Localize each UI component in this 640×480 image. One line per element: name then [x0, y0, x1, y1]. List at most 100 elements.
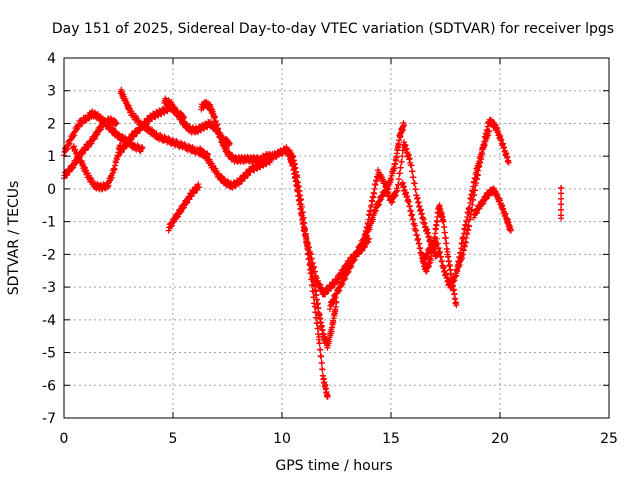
- data-point: [399, 153, 406, 160]
- series-track-g: [198, 98, 277, 165]
- y-tick-label: 4: [47, 51, 56, 67]
- data-point: [316, 340, 323, 347]
- series-track-c: [69, 142, 124, 193]
- data-point: [318, 360, 325, 367]
- data-point: [366, 235, 373, 242]
- data-point: [444, 248, 451, 255]
- data-point: [308, 255, 315, 262]
- y-tick-label: -1: [42, 215, 56, 231]
- y-tick-label: 2: [47, 116, 56, 132]
- data-point: [313, 296, 320, 303]
- x-axis-label: GPS time / hours: [275, 458, 392, 474]
- data-point: [294, 188, 301, 195]
- data-point: [398, 158, 405, 165]
- data-point: [410, 174, 417, 181]
- data-point: [448, 271, 455, 278]
- data-point: [409, 211, 416, 218]
- data-point: [395, 176, 402, 183]
- data-point: [296, 196, 303, 203]
- data-marks: [61, 86, 565, 400]
- y-tick-label: 3: [47, 84, 56, 100]
- data-point: [440, 218, 447, 225]
- data-point: [452, 295, 459, 302]
- data-point: [76, 154, 83, 161]
- y-tick-label: -3: [42, 280, 56, 296]
- data-point: [79, 120, 86, 127]
- data-point: [433, 235, 440, 242]
- data-point: [405, 198, 412, 205]
- series-track-s: [558, 184, 565, 222]
- data-point: [71, 132, 78, 139]
- data-point: [303, 235, 310, 242]
- series-track-j: [270, 144, 331, 400]
- data-point: [558, 184, 565, 191]
- data-point: [72, 146, 79, 153]
- data-point: [305, 244, 312, 251]
- series-track-i: [165, 181, 203, 234]
- data-point: [558, 215, 565, 222]
- y-tick-label: -4: [42, 313, 56, 329]
- data-point: [441, 229, 448, 236]
- data-point: [396, 170, 403, 177]
- data-point: [315, 304, 322, 311]
- x-tick-label: 25: [600, 431, 618, 447]
- series-track-k: [285, 149, 340, 351]
- y-tick-label: -2: [42, 247, 56, 263]
- data-point: [558, 206, 565, 213]
- data-point: [312, 309, 319, 316]
- data-point: [324, 393, 331, 400]
- series-track-m: [326, 119, 408, 313]
- y-tick-label: -5: [42, 346, 56, 362]
- data-point: [314, 300, 321, 307]
- data-point: [472, 187, 479, 194]
- data-point: [302, 231, 309, 238]
- data-point: [445, 258, 452, 265]
- data-point: [413, 231, 420, 238]
- series-track-n: [361, 139, 440, 260]
- data-point: [301, 226, 308, 233]
- series-track-d: [117, 86, 211, 161]
- data-point: [471, 192, 478, 199]
- y-axis: -7 -6 -5 -4 -3 -2 -1 0 1 2 3 4: [42, 51, 609, 427]
- data-point: [434, 240, 441, 247]
- chart-title: Day 151 of 2025, Sidereal Day-to-day VTE…: [52, 21, 614, 37]
- series-track-q: [453, 116, 512, 277]
- x-axis: 0 5 10 15 20 25: [60, 58, 618, 447]
- x-tick-label: 5: [169, 431, 178, 447]
- data-point: [447, 266, 454, 273]
- data-point: [312, 268, 319, 275]
- y-axis-label: SDTVAR / TECUs: [6, 181, 22, 296]
- data-point: [75, 151, 82, 158]
- data-point: [412, 186, 419, 193]
- data-point: [313, 291, 320, 298]
- y-tick-label: -6: [42, 378, 56, 394]
- data-point: [297, 205, 304, 212]
- x-tick-label: 15: [382, 431, 400, 447]
- data-point: [339, 280, 346, 287]
- data-point: [406, 202, 413, 209]
- data-point: [411, 180, 418, 187]
- y-tick-label: 1: [47, 149, 56, 165]
- data-point: [400, 147, 407, 154]
- data-point: [312, 287, 319, 294]
- data-point: [311, 263, 318, 270]
- data-point: [415, 235, 422, 242]
- data-point: [226, 140, 233, 147]
- y-tick-label: -7: [42, 411, 56, 427]
- data-point: [139, 145, 146, 151]
- data-point: [314, 325, 321, 332]
- data-point: [558, 195, 565, 202]
- data-point: [410, 216, 417, 223]
- x-tick-label: 10: [273, 431, 291, 447]
- data-point: [435, 244, 442, 251]
- data-point: [305, 239, 312, 246]
- data-point: [416, 240, 423, 247]
- data-point: [178, 208, 185, 215]
- series-track-e: [115, 102, 187, 159]
- data-point: [196, 184, 203, 191]
- data-point: [317, 346, 324, 353]
- series-track-r: [470, 185, 514, 234]
- data-point: [437, 253, 444, 260]
- data-point: [445, 253, 452, 260]
